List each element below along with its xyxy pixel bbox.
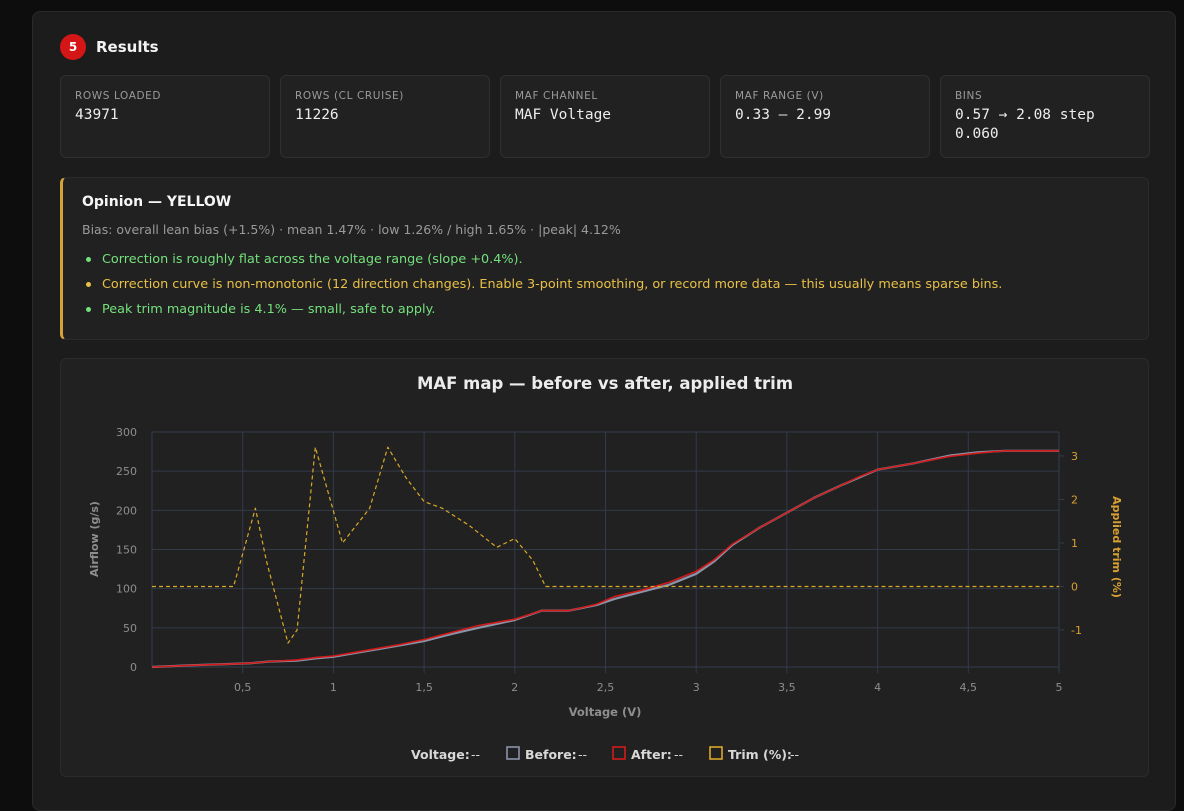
chart-title: MAF map — before vs after, applied trim <box>417 374 793 393</box>
y-tick-label: 100 <box>116 583 137 596</box>
legend-after-label[interactable]: After: <box>631 747 672 762</box>
opinion-box: Opinion — YELLOW Bias: overall lean bias… <box>60 177 1149 340</box>
y-tick-label: 200 <box>116 504 137 517</box>
x-tick-label: 5 <box>1056 681 1063 694</box>
x-axis-label: Voltage (V) <box>569 705 642 719</box>
opinion-item: Peak trim magnitude is 4.1% — small, saf… <box>82 297 1129 322</box>
opinion-bias: Bias: overall lean bias (+1.5%) · mean 1… <box>82 222 621 237</box>
x-tick-label: 3 <box>693 681 700 694</box>
stat-card-maf-channel: MAF CHANNEL MAF Voltage <box>500 75 710 158</box>
x-tick-label: 2,5 <box>597 681 615 694</box>
stat-label: ROWS (CL CRUISE) <box>295 90 404 102</box>
stat-label: ROWS LOADED <box>75 90 162 102</box>
y2-tick-label: 2 <box>1071 493 1078 506</box>
stat-card-rows-loaded: ROWS LOADED 43971 <box>60 75 270 158</box>
x-tick-label: 2 <box>511 681 518 694</box>
legend-before-swatch[interactable] <box>506 746 520 760</box>
stat-label: MAF CHANNEL <box>515 90 598 102</box>
y2-tick-label: 3 <box>1071 450 1078 463</box>
results-title: Results <box>96 38 159 56</box>
x-tick-label: 0,5 <box>234 681 252 694</box>
stat-value: 0.33 — 2.99 <box>735 107 832 123</box>
legend-voltage-value: -- <box>471 747 480 762</box>
y-tick-label: 250 <box>116 465 137 478</box>
chart-legend: Voltage: -- Before: -- After: -- Trim (%… <box>411 746 799 762</box>
maf-chart-card: 0 50 100 150 200 250 300 0,5 1 1,5 2 2,5 3 3,5 4 4,5 5 -1… <box>60 358 1149 777</box>
y-tick-label: 300 <box>116 426 137 439</box>
stat-value: 43971 <box>75 107 119 123</box>
stat-card-bins: BINS 0.57 → 2.08 step 0.060 <box>940 75 1150 158</box>
x-tick-label: 1,5 <box>415 681 433 694</box>
y2-axis-label: Applied trim (%) <box>1110 496 1123 598</box>
stat-value: MAF Voltage <box>515 107 612 123</box>
y-axis-label: Airflow (g/s) <box>88 501 101 577</box>
step-badge: 5 <box>60 34 86 60</box>
legend-voltage-label: Voltage: <box>411 747 470 762</box>
stat-value: 0.57 → 2.08 step 0.060 <box>955 107 1095 142</box>
series-after-line <box>151 450 1059 668</box>
series-trim-line <box>152 446 1059 644</box>
legend-before-value: -- <box>578 747 587 762</box>
legend-after-swatch[interactable] <box>612 746 626 760</box>
y2-tick-label: -1 <box>1071 624 1082 637</box>
y-tick-label: 50 <box>123 622 137 635</box>
stat-value: 11226 <box>295 107 339 123</box>
results-panel: 5 Results ROWS LOADED 43971 ROWS (CL CRU… <box>32 11 1176 811</box>
opinion-item: Correction curve is non-monotonic (12 di… <box>82 272 1129 297</box>
stat-label: MAF RANGE (V) <box>735 90 824 102</box>
y-tick-label: 0 <box>130 661 137 674</box>
maf-chart[interactable]: 0 50 100 150 200 250 300 0,5 1 1,5 2 2,5 3 3,5 4 4,5 5 -1… <box>61 359 1150 778</box>
x-tick-label: 1 <box>330 681 337 694</box>
legend-trim-swatch[interactable] <box>709 746 723 760</box>
legend-trim-value: -- <box>790 747 799 762</box>
legend-after-value: -- <box>674 747 683 762</box>
legend-before-label[interactable]: Before: <box>525 747 577 762</box>
x-tick-label: 3,5 <box>778 681 796 694</box>
x-tick-label: 4,5 <box>960 681 978 694</box>
stat-label: BINS <box>955 90 983 102</box>
stat-card-rows-cl-cruise: ROWS (CL CRUISE) 11226 <box>280 75 490 158</box>
results-header: 5 Results <box>60 34 159 60</box>
stat-card-maf-range: MAF RANGE (V) 0.33 — 2.99 <box>720 75 930 158</box>
legend-trim-label[interactable]: Trim (%): <box>728 747 792 762</box>
opinion-title: Opinion — YELLOW <box>82 194 232 210</box>
opinion-item: Correction is roughly flat across the vo… <box>82 247 1129 272</box>
y-tick-label: 150 <box>116 544 137 557</box>
opinion-list: Correction is roughly flat across the vo… <box>82 247 1129 322</box>
y2-tick-label: 1 <box>1071 537 1078 550</box>
x-tick-label: 4 <box>874 681 881 694</box>
y2-tick-label: 0 <box>1071 580 1078 593</box>
